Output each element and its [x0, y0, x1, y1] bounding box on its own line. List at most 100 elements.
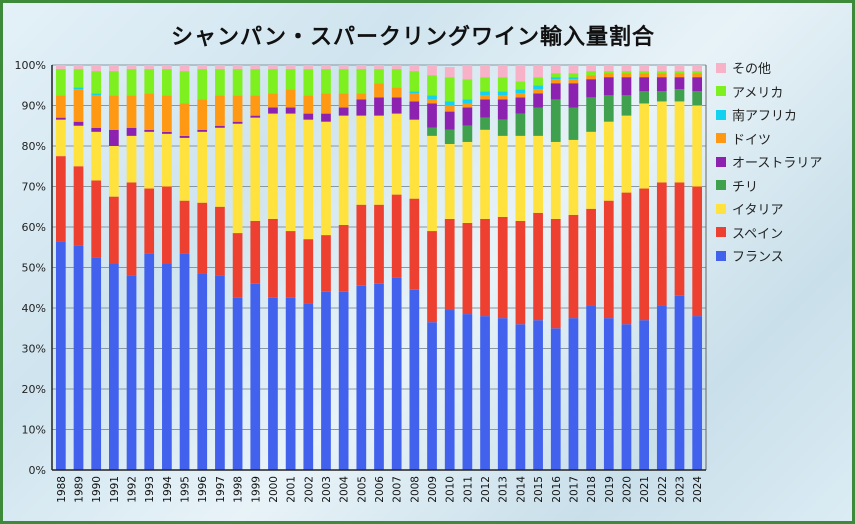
bar-segment-フランス	[179, 253, 190, 470]
bar-segment-その他	[179, 65, 190, 72]
bar-segment-アメリカ	[338, 69, 349, 94]
bar-segment-アメリカ	[91, 71, 102, 94]
y-tick-label: 100%	[15, 59, 46, 72]
bar-segment-イタリア	[550, 141, 561, 219]
bar-segment-その他	[215, 65, 225, 70]
bar-segment-ドイツ	[692, 73, 703, 78]
y-tick-label: 60%	[22, 221, 46, 234]
bar-segment-ドイツ	[197, 99, 208, 130]
bar-segment-イタリア	[144, 131, 155, 189]
bar-segment-アメリカ	[179, 71, 190, 104]
bar-segment-オーストラリア	[497, 99, 508, 120]
bar-segment-フランス	[321, 291, 331, 470]
bar-segment-フランス	[303, 303, 314, 470]
bar-segment-ドイツ	[444, 105, 455, 112]
bar-segment-ドイツ	[91, 95, 102, 128]
y-tick-label: 70%	[22, 181, 46, 194]
y-tick-label: 90%	[22, 100, 46, 113]
bar-segment-ドイツ	[391, 87, 402, 98]
legend-swatch	[716, 227, 726, 238]
bar-segment-イタリア	[285, 113, 296, 232]
bar-segment-フランス	[656, 305, 667, 470]
bar-segment-その他	[586, 65, 596, 72]
bar-segment-南アフリカ	[73, 87, 84, 90]
x-tick-label: 1995	[180, 476, 192, 503]
bar-segment-オーストラリア	[550, 83, 561, 100]
bar-segment-ドイツ	[232, 95, 243, 122]
bar-segment-フランス	[162, 263, 172, 470]
y-tick-label: 30%	[22, 343, 46, 356]
legend-item: オーストラリア	[716, 150, 822, 174]
bar-segment-オーストラリア	[162, 131, 172, 134]
legend-item: ドイツ	[716, 127, 822, 151]
bar-segment-スペイン	[480, 218, 490, 317]
x-tick-label: 1989	[74, 476, 86, 503]
x-tick-label: 2021	[639, 476, 651, 503]
bar-segment-スペイン	[427, 231, 437, 323]
bar-segment-スペイン	[568, 214, 579, 319]
bar-segment-オーストラリア	[232, 121, 243, 124]
bar-segment-イタリア	[197, 131, 208, 203]
bar-segment-イタリア	[55, 119, 66, 157]
legend-swatch	[716, 109, 726, 120]
legend-item: チリ	[716, 174, 822, 198]
bar-segment-アメリカ	[144, 69, 155, 94]
x-tick-label: 2000	[268, 476, 280, 503]
bar-segment-その他	[427, 65, 437, 76]
bar-segment-イタリア	[621, 115, 632, 193]
bar-segment-オーストラリア	[692, 77, 703, 92]
bar-segment-フランス	[391, 277, 402, 470]
bar-segment-ドイツ	[656, 73, 667, 78]
bar-segment-その他	[338, 65, 349, 70]
bar-segment-スペイン	[621, 192, 632, 325]
bar-segment-オーストラリア	[427, 103, 437, 128]
legend-label: スペイン	[732, 226, 784, 242]
bar-segment-イタリア	[356, 115, 367, 205]
bar-segment-イタリア	[126, 135, 137, 183]
bar-segment-ドイツ	[55, 95, 66, 118]
x-tick-label: 2012	[480, 476, 492, 503]
bar-segment-アメリカ	[497, 77, 508, 92]
x-tick-label: 2024	[692, 476, 704, 503]
bar-segment-ドイツ	[550, 79, 561, 84]
legend-label: チリ	[732, 179, 759, 195]
x-tick-label: 2002	[303, 476, 315, 503]
bar-segment-フランス	[515, 324, 526, 470]
bar-segment-オーストラリア	[109, 129, 119, 146]
bar-segment-スペイン	[268, 218, 278, 298]
x-tick-label: 2003	[321, 476, 333, 503]
bar-segment-スペイン	[321, 235, 331, 292]
bar-segment-スペイン	[409, 198, 420, 290]
bar-segment-イタリア	[656, 101, 667, 183]
bar-segment-オーストラリア	[515, 97, 526, 114]
bar-segment-チリ	[533, 107, 543, 136]
bar-segment-フランス	[73, 245, 84, 470]
bar-segment-オーストラリア	[656, 77, 667, 92]
bar-segment-アメリカ	[603, 71, 614, 74]
bar-segment-チリ	[674, 89, 685, 102]
bar-segment-イタリア	[674, 101, 685, 183]
bar-segment-南アフリカ	[409, 91, 420, 94]
bar-segment-イタリア	[409, 119, 420, 199]
bar-segment-イタリア	[497, 135, 508, 217]
bar-segment-アメリカ	[126, 69, 137, 96]
legend-label: アメリカ	[732, 85, 784, 101]
bar-segment-アメリカ	[515, 81, 526, 90]
bar-segment-ドイツ	[533, 89, 543, 94]
bar-segment-スペイン	[374, 204, 384, 284]
bar-segment-オーストラリア	[179, 135, 190, 138]
legend-label: イタリア	[732, 203, 784, 219]
bar-segment-その他	[533, 65, 543, 78]
bar-segment-スペイン	[603, 200, 614, 319]
bar-segment-その他	[568, 65, 579, 74]
legend-swatch	[716, 156, 726, 167]
bar-segment-オーストラリア	[268, 107, 278, 114]
bar-segment-フランス	[639, 320, 649, 470]
bar-segment-フランス	[533, 320, 543, 470]
x-tick-label: 1992	[127, 476, 139, 503]
bar-segment-その他	[603, 65, 614, 72]
bar-segment-スペイン	[109, 196, 119, 264]
bar-segment-ドイツ	[338, 93, 349, 108]
bar-segment-チリ	[497, 119, 508, 136]
legend-label: フランス	[732, 250, 784, 266]
